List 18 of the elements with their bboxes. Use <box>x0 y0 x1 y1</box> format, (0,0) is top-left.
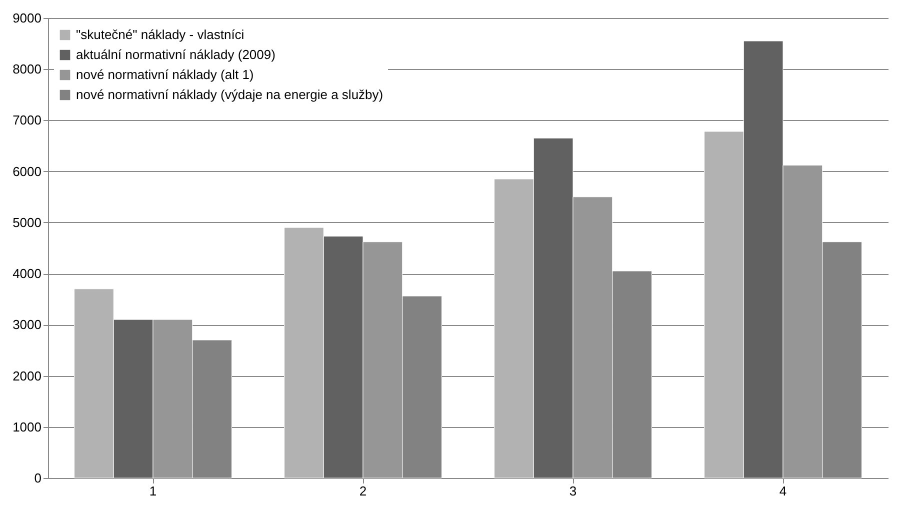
y-tick-label: 5000 <box>12 214 42 230</box>
y-tick-label: 8000 <box>12 62 42 77</box>
x-tick-label: 2 <box>359 484 367 498</box>
y-tick-label: 4000 <box>12 266 42 282</box>
y-tick-label: 3000 <box>12 317 42 332</box>
x-tick-label: 4 <box>779 484 787 498</box>
y-tick-label: 6000 <box>12 164 42 179</box>
x-tick-label: 1 <box>149 484 157 498</box>
legend-label: "skutečné" náklady - vlastníci <box>76 27 244 42</box>
x-tick-label: 3 <box>569 484 577 498</box>
legend-label: nové normativní náklady (alt 1) <box>76 67 254 82</box>
y-tick-label: 7000 <box>12 112 42 128</box>
y-tick-label: 1000 <box>12 419 42 434</box>
y-tick-label: 0 <box>34 470 42 486</box>
legend-label: nové normativní náklady (výdaje na energie a služby) <box>76 87 384 102</box>
y-tick-label: 2000 <box>12 368 42 384</box>
y-tick-label: 9000 <box>12 10 42 26</box>
legend-label: aktuální normativní náklady (2009) <box>76 47 276 62</box>
